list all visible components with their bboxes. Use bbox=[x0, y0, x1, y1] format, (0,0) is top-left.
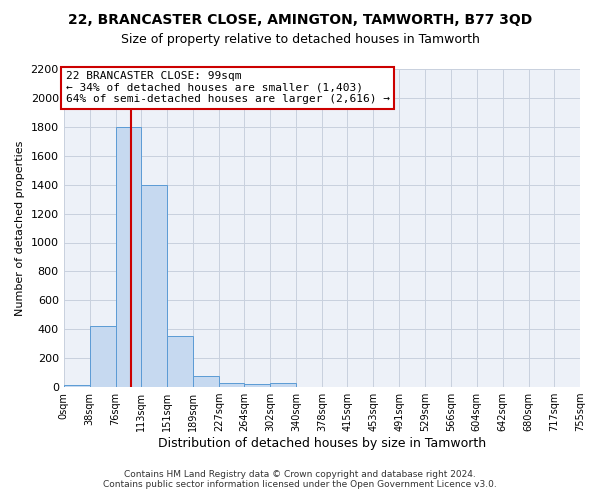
Text: 22 BRANCASTER CLOSE: 99sqm
← 34% of detached houses are smaller (1,403)
64% of s: 22 BRANCASTER CLOSE: 99sqm ← 34% of deta… bbox=[66, 71, 390, 104]
Text: Contains HM Land Registry data © Crown copyright and database right 2024.
Contai: Contains HM Land Registry data © Crown c… bbox=[103, 470, 497, 489]
Bar bbox=[270, 384, 296, 387]
Bar bbox=[64, 385, 89, 387]
Bar bbox=[193, 376, 219, 387]
Y-axis label: Number of detached properties: Number of detached properties bbox=[15, 140, 25, 316]
Text: Size of property relative to detached houses in Tamworth: Size of property relative to detached ho… bbox=[121, 32, 479, 46]
Bar bbox=[89, 326, 116, 387]
Bar bbox=[141, 184, 167, 387]
Bar bbox=[167, 336, 193, 387]
Bar bbox=[244, 384, 270, 387]
Bar bbox=[219, 384, 244, 387]
Text: 22, BRANCASTER CLOSE, AMINGTON, TAMWORTH, B77 3QD: 22, BRANCASTER CLOSE, AMINGTON, TAMWORTH… bbox=[68, 12, 532, 26]
X-axis label: Distribution of detached houses by size in Tamworth: Distribution of detached houses by size … bbox=[158, 437, 486, 450]
Bar bbox=[116, 127, 141, 387]
